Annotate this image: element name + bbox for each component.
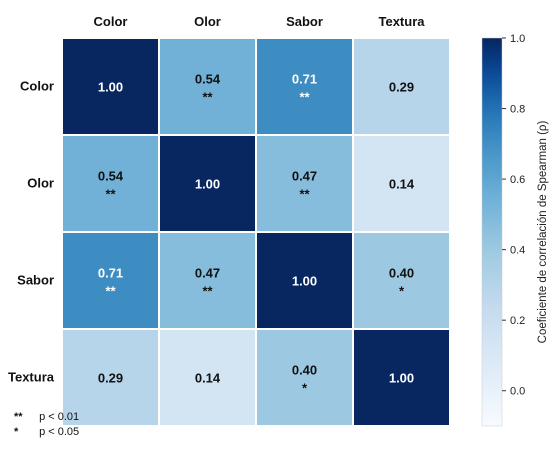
cell-value-label: 0.29 — [98, 371, 123, 386]
row-label-olor: Olor — [27, 176, 54, 191]
colorbar-tick-label: 1.0 — [510, 33, 525, 45]
colorbar-tick-label: 0.0 — [510, 386, 525, 398]
cell-value-label: 1.00 — [98, 80, 123, 95]
cell-significance-stars: * — [399, 284, 405, 299]
cell-significance-stars: ** — [299, 187, 310, 202]
column-label-color: Color — [94, 14, 128, 29]
cell-value-label: 0.14 — [195, 371, 221, 386]
legend-symbol-double-star: ** — [14, 411, 23, 423]
cell-value-label: 1.00 — [195, 177, 220, 192]
cell-value-label: 0.47 — [292, 169, 317, 184]
column-label-olor: Olor — [194, 14, 221, 29]
row-label-sabor: Sabor — [17, 273, 54, 288]
heatmap-cell-textura-color — [61, 328, 160, 427]
colorbar-tick-label: 0.6 — [510, 174, 525, 186]
cell-value-label: 0.40 — [292, 363, 317, 378]
heatmap-cell-color-sabor — [255, 37, 354, 136]
significance-legend-row-2: * p < 0.05 — [14, 426, 79, 438]
heatmap-cell-color-olor — [158, 37, 257, 136]
legend-text-p001: p < 0.01 — [39, 411, 80, 423]
colorbar-tick-label: 0.4 — [510, 245, 525, 257]
cell-value-label: 0.40 — [389, 266, 414, 281]
heatmap-cell-olor-textura — [352, 134, 451, 233]
colorbar-tick-label: 0.8 — [510, 104, 525, 116]
heatmap-cell-olor-olor — [158, 134, 257, 233]
cell-significance-stars: ** — [202, 284, 213, 299]
legend-text-p005: p < 0.05 — [39, 426, 80, 438]
cell-significance-stars: ** — [105, 187, 116, 202]
cell-significance-stars: ** — [202, 90, 213, 105]
heatmap-cell-textura-textura — [352, 328, 451, 427]
cell-value-label: 0.71 — [292, 72, 317, 87]
colorbar-tick-label: 0.2 — [510, 315, 525, 327]
cell-significance-stars: * — [302, 381, 308, 396]
heatmap-cell-color-textura — [352, 37, 451, 136]
row-label-color: Color — [20, 79, 54, 94]
heatmap-cell-olor-color — [61, 134, 160, 233]
heatmap-cell-sabor-textura — [352, 231, 451, 330]
cell-value-label: 0.47 — [195, 266, 220, 281]
significance-legend-row-1: ** p < 0.01 — [14, 411, 79, 423]
cell-value-label: 0.14 — [389, 177, 415, 192]
heatmap-cell-textura-sabor — [255, 328, 354, 427]
column-label-sabor: Sabor — [286, 14, 323, 29]
cell-value-label: 1.00 — [292, 274, 317, 289]
cell-value-label: 0.54 — [195, 72, 221, 87]
colorbar-title: Coeficiente de correlación de Spearman (… — [537, 121, 549, 344]
cell-value-label: 0.54 — [98, 169, 124, 184]
cell-value-label: 1.00 — [389, 371, 414, 386]
legend-symbol-single-star: * — [14, 426, 19, 438]
colorbar — [481, 37, 503, 427]
heatmap-cell-color-color — [61, 37, 160, 136]
row-label-textura: Textura — [8, 370, 55, 385]
heatmap-cell-textura-olor — [158, 328, 257, 427]
cell-significance-stars: ** — [105, 284, 116, 299]
column-label-textura: Textura — [379, 14, 426, 29]
heatmap-cell-sabor-color — [61, 231, 160, 330]
heatmap-cell-sabor-olor — [158, 231, 257, 330]
cell-significance-stars: ** — [299, 90, 310, 105]
cell-value-label: 0.29 — [389, 80, 414, 95]
heatmap-cell-olor-sabor — [255, 134, 354, 233]
cell-value-label: 0.71 — [98, 266, 123, 281]
